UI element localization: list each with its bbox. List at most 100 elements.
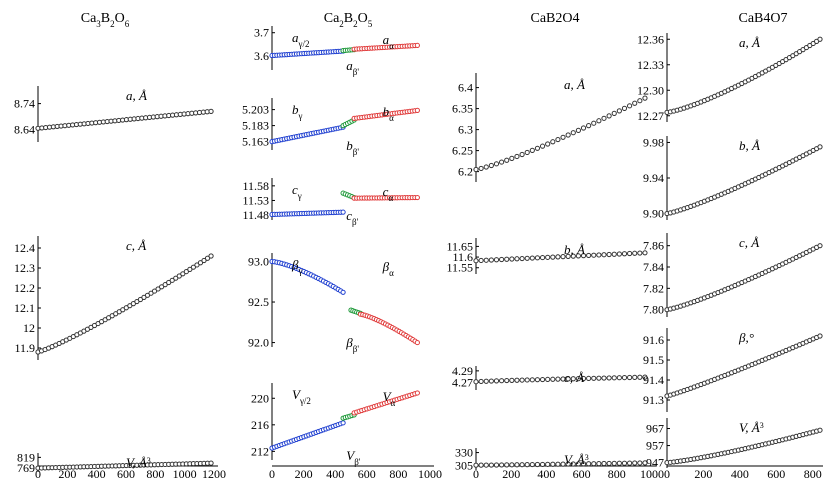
y-tick-label: 4.27 [452,375,473,389]
y-tick-label: 957 [646,439,664,453]
data-point [483,257,489,263]
data-point [519,151,525,158]
x-tick-label: 800 [608,467,626,481]
data-point [545,461,551,467]
y-tick-label: 819 [17,450,35,464]
column-title: Ca2B2O5 [324,11,373,29]
y-tick-label: 967 [646,422,664,436]
y-tick-label: 4.29 [452,364,473,378]
data-point [483,462,489,468]
data-point [194,262,200,268]
data-point [180,271,186,277]
y-tick-label: 9.94 [643,171,664,185]
data-point [570,461,576,467]
data-point [204,255,211,261]
y-tick-label: 8.64 [14,123,35,137]
data-point [637,98,643,104]
phase-label-beta: Vβ' [346,448,361,467]
phase-label-beta: aβ' [346,58,359,77]
y-tick-label: 12.30 [637,83,664,97]
data-point [504,377,510,384]
data-point [817,427,823,433]
data-point [642,460,648,466]
panel-label: b, Å [739,138,760,153]
data-point [565,132,571,138]
y-tick-label: 7.82 [643,281,664,295]
y-tick-label: 7.86 [643,239,664,253]
x-tick-label: 600 [358,467,376,481]
panel-label: c, Å [739,235,759,250]
data-point [606,251,612,258]
data-point [208,460,214,466]
data-point [478,257,484,264]
data-point [591,120,597,126]
data-point [545,141,551,147]
data-point [488,257,494,263]
x-tick-label: 400 [326,467,344,481]
data-point [176,273,182,279]
y-tick-label: 91.5 [643,353,664,367]
data-point [632,374,638,380]
data-point [596,252,602,258]
data-point [524,149,530,156]
data-point [611,110,617,116]
data-point [201,257,207,264]
data-point [560,254,566,260]
data-point [545,376,551,383]
data-point [632,250,638,256]
data-point [499,378,505,384]
data-point [519,377,525,383]
data-point [499,159,505,165]
data-point [632,460,638,466]
data-point [611,251,617,257]
data-point [545,254,551,260]
data-point [208,253,214,259]
y-tick-label: 91.3 [643,393,664,407]
y-tick-label: 216 [251,418,269,432]
data-point [575,253,582,259]
y-tick-label: 11.48 [242,208,269,222]
data-point [621,374,628,381]
panel-label: c, Å [564,370,584,385]
y-tick-label: 8.74 [14,97,35,111]
data-point [414,390,420,396]
x-tick-label: 600 [573,467,591,481]
data-point [539,376,546,383]
data-point [539,461,546,468]
data-point [601,460,607,467]
data-point [539,143,546,149]
data-point [570,253,576,259]
data-point [519,462,525,468]
y-tick-label: 9.98 [643,135,664,149]
y-tick-label: 6.4 [458,81,473,95]
data-point [560,134,566,140]
y-tick-label: 3.7 [254,26,269,40]
y-tick-label: 12.4 [14,241,35,255]
panel-label: V, Å3 [739,420,764,435]
x-tick-label: 0 [269,467,275,481]
panel-label: a, Å [126,88,147,103]
panel-label: βγ [291,257,302,276]
data-point [514,153,520,160]
data-point [555,254,561,260]
x-tick-label: 400 [88,467,106,481]
y-tick-label: 6.3 [458,123,473,137]
y-tick-label: 92.5 [248,295,269,309]
panel-label: a, Å [739,35,760,50]
x-tick-label: 1000 [640,467,664,481]
data-point [586,252,592,259]
data-point [529,147,535,153]
data-point [414,194,420,201]
data-point [616,108,622,114]
phase-label-beta: bβ' [346,138,359,157]
data-point [514,256,520,262]
data-point [570,130,576,136]
data-point [414,42,420,49]
x-tick-label: 0 [473,467,479,481]
y-tick-label: 91.6 [643,333,664,347]
data-point [524,462,530,468]
data-point [473,379,479,385]
data-point [208,108,214,115]
data-point [340,289,346,295]
data-point [627,250,633,257]
